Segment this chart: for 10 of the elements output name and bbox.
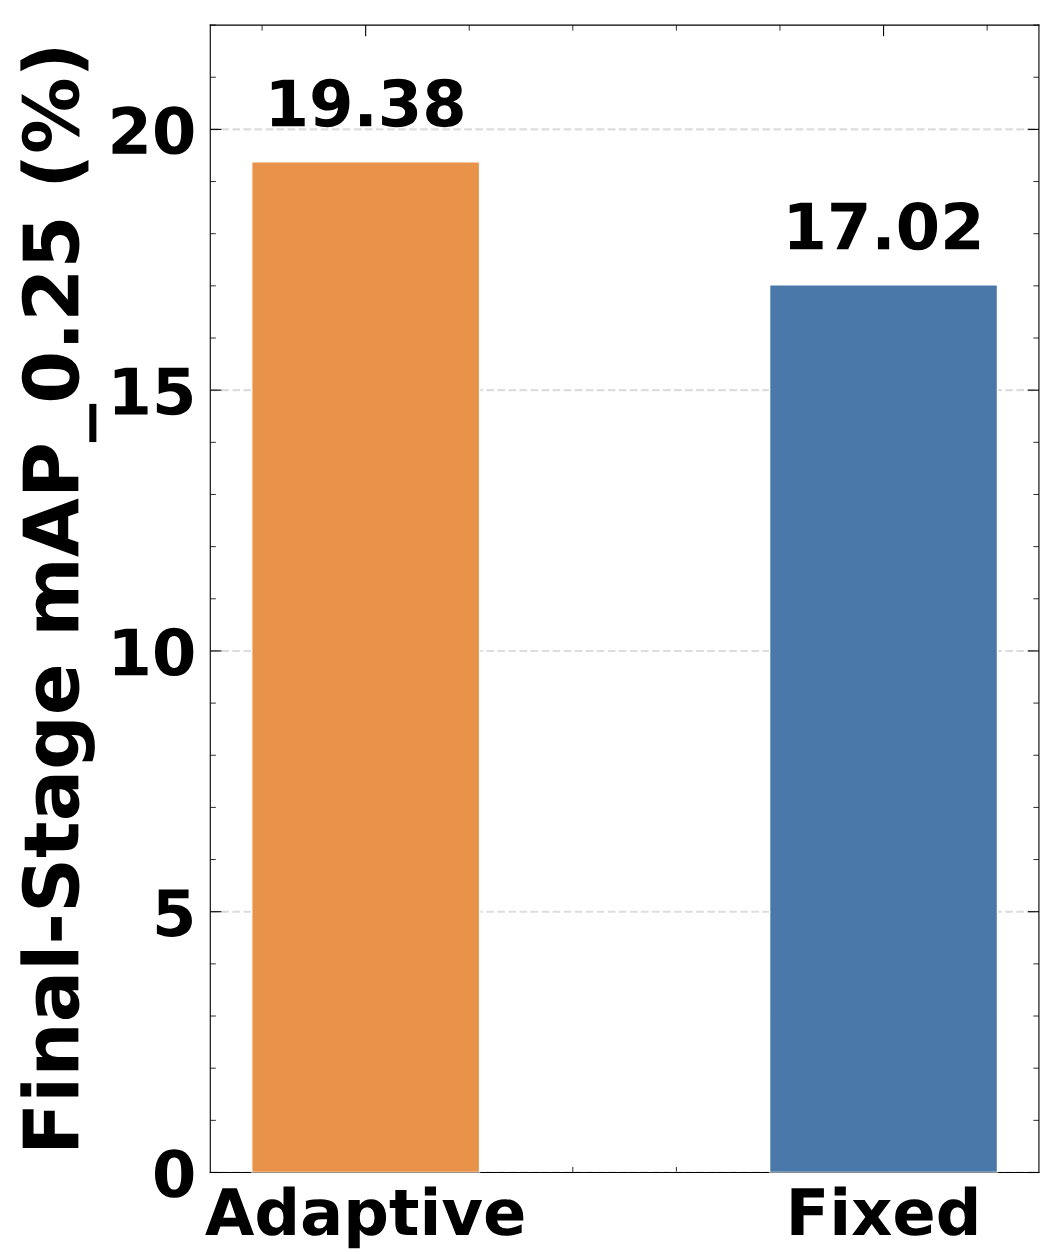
y-tick-label: 10: [114, 627, 194, 677]
y-axis-title: Final-Stage mAP_0.25 (%): [20, 49, 97, 1149]
x-tick-label: Adaptive: [205, 1186, 524, 1249]
y-tick-label: 0: [155, 1149, 194, 1198]
y-tick-label: 5: [156, 889, 192, 937]
y-tick-label: 20: [112, 106, 194, 155]
data-label: 17.02: [789, 201, 980, 251]
x-tick-label: Fixed: [791, 1186, 977, 1236]
y-tick-label: 15: [114, 367, 192, 416]
data-label: 19.38: [271, 78, 463, 128]
